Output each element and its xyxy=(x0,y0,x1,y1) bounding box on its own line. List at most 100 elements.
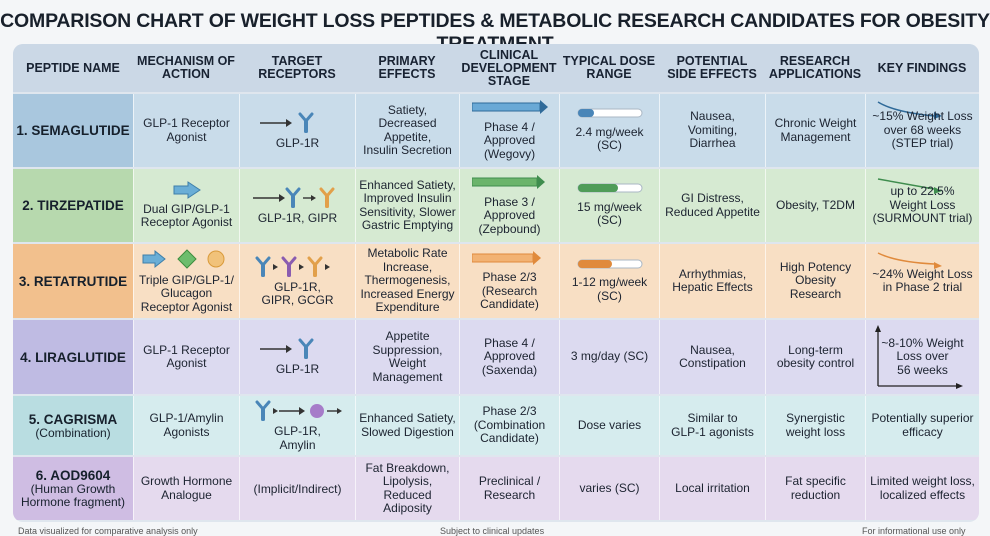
table-row: 4. LIRAGLUTIDE GLP-1 Receptor Agonist GLP-… xyxy=(13,320,979,394)
table-row: 6. AOD9604 (Human Growth Hormone fragment… xyxy=(13,457,979,520)
side-effects-text: Nausea, Vomiting, Diarrhea xyxy=(659,94,765,167)
dose-level-bar xyxy=(577,183,643,201)
side-effects-text: Arrhythmias, Hepatic Effects xyxy=(659,244,765,318)
dose-level-bar xyxy=(577,108,643,126)
header-dose-range: TYPICAL DOSE RANGE xyxy=(562,54,656,81)
peptide-name-cell: 1. SEMAGLUTIDE xyxy=(13,94,133,167)
receptors-cell: (Implicit/Indirect) xyxy=(239,457,355,520)
stage-text: Phase 2/3 (Research Candidate) xyxy=(480,270,539,311)
findings-text: ~8-10% Weight Loss over 56 weeks xyxy=(881,335,964,377)
findings-text: Limited weight loss, localized effects xyxy=(870,474,975,502)
footer-center: Subject to clinical updates xyxy=(440,526,545,536)
mechanism-text: Dual GIP/GLP-1 Receptor Agonist xyxy=(140,201,233,230)
receptors-cell: GLP-1R, GIPR, GCGR xyxy=(239,244,355,318)
dose-text: 15 mg/week (SC) xyxy=(577,199,642,228)
findings-text: Potentially superior efficacy xyxy=(871,411,974,439)
peptide-subtitle: (Human Growth Hormone fragment) xyxy=(20,482,126,509)
effects-text: Appetite Suppression, Weight Management xyxy=(355,320,459,394)
effects-text: Fat Breakdown, Lipolysis, Reduced Adipos… xyxy=(355,457,459,520)
mechanism-cell: GLP-1 Receptor Agonist xyxy=(133,320,239,394)
peptide-name: 4. LIRAGLUTIDE xyxy=(20,349,126,365)
receptors-cell: GLP-1R xyxy=(239,320,355,394)
stage-progress-arrow xyxy=(471,100,548,121)
stage-progress-arrow xyxy=(471,175,548,196)
peptide-name: 2. TIRZEPATIDE xyxy=(22,198,124,213)
dose-text: 1-12 mg/week (SC) xyxy=(571,275,648,303)
mechanism-cell: GLP-1 Receptor Agonist xyxy=(133,94,239,167)
receptor-icon xyxy=(258,337,338,361)
dose-cell: 1-12 mg/week (SC) xyxy=(559,244,659,318)
side-effects-text: Nausea, Constipation xyxy=(659,320,765,394)
stage-text: Phase 4 / Approved (Saxenda) xyxy=(481,335,538,377)
effects-text: Satiety, Decreased Appetite, Insulin Sec… xyxy=(355,94,459,167)
mechanism-cell: GLP-1/Amylin Agonists xyxy=(133,396,239,455)
peptide-name: 1. SEMAGLUTIDE xyxy=(16,123,130,138)
effects-text: Enhanced Satiety, Improved Insulin Sensi… xyxy=(355,169,459,242)
findings-cell: ~8-10% Weight Loss over 56 weeks xyxy=(865,320,979,394)
receptors-text: (Implicit/Indirect) xyxy=(253,481,342,496)
stage-cell: Phase 2/3 (Research Candidate) xyxy=(459,244,559,318)
stage-text: Preclinical / Research xyxy=(478,474,541,502)
side-effects-text: Local irritation xyxy=(659,457,765,520)
header-key-findings: KEY FINDINGS xyxy=(877,60,967,75)
findings-cell: Potentially superior efficacy xyxy=(865,396,979,455)
dose-cell: 2.4 mg/week (SC) xyxy=(559,94,659,167)
peptide-subtitle: (Combination) xyxy=(35,425,111,440)
findings-cell: ~15% Weight Loss over 68 weeks (STEP tri… xyxy=(865,94,979,167)
peptide-name: 6. AOD9604 xyxy=(35,468,111,483)
footer-right: For informational use only xyxy=(862,526,966,536)
header-research-applications: RESEARCH APPLICATIONS xyxy=(768,54,862,81)
findings-cell: up to 22.5% Weight Loss (SURMOUNT trial) xyxy=(865,169,979,242)
applications-text: Long-term obesity control xyxy=(765,320,865,394)
table-row: 1. SEMAGLUTIDE GLP-1 Receptor Agonist GLP-… xyxy=(13,94,979,167)
mechanism-cell: Growth Hormone Analogue xyxy=(133,457,239,520)
down-trend-icon xyxy=(874,173,946,201)
axes-icon xyxy=(874,324,964,394)
dose-cell: 3 mg/day (SC) xyxy=(559,320,659,394)
peptide-name: 5. CAGRISMA xyxy=(28,411,118,427)
findings-cell: ~24% Weight Loss in Phase 2 trial xyxy=(865,244,979,318)
stage-cell: Phase 4 / Approved (Saxenda) xyxy=(459,320,559,394)
header-peptide-name: PEPTIDE NAME xyxy=(26,60,120,75)
dose-cell: Dose varies xyxy=(559,396,659,455)
receptors-text: GLP-1R, GIPR, GCGR xyxy=(261,279,334,307)
receptors-cell: GLP-1R xyxy=(239,94,355,167)
receptors-text: GLP-1R, Amylin xyxy=(274,424,321,452)
footer-left: Data visualized for comparative analysis… xyxy=(18,526,198,536)
mechanism-text: GLP-1/Amylin Agonists xyxy=(149,411,224,439)
dose-level-bar xyxy=(577,259,643,277)
side-effects-text: Similar to GLP-1 agonists xyxy=(659,396,765,455)
mechanism-icon xyxy=(141,248,233,274)
dose-text: varies (SC) xyxy=(579,480,640,495)
table-row: 2. TIRZEPATIDE Dual GIP/GLP-1 Receptor Ag… xyxy=(13,169,979,242)
findings-text: up to 22.5% Weight Loss (SURMOUNT trial) xyxy=(872,184,973,226)
header-primary-effects: PRIMARY EFFECTS xyxy=(378,54,436,81)
stage-cell: Phase 4 / Approved (Wegovy) xyxy=(459,94,559,167)
receptors-text: GLP-1R xyxy=(275,135,320,150)
applications-text: Chronic Weight Management xyxy=(765,94,865,167)
peptide-name: 3. RETATRUTIDE xyxy=(18,273,128,289)
dose-text: 2.4 mg/week (SC) xyxy=(575,124,644,153)
receptor-icon xyxy=(252,186,343,210)
header-target-receptors: TARGET RECEPTORS xyxy=(258,54,336,81)
stage-text: Phase 2/3 (Combination Candidate) xyxy=(473,404,546,446)
header-side-effects: POTENTIAL SIDE EFFECTS xyxy=(667,54,757,81)
peptide-name-cell: 5. CAGRISMA (Combination) xyxy=(13,396,133,455)
side-effects-text: GI Distress, Reduced Appetite xyxy=(659,169,765,242)
mechanism-text: Triple GIP/GLP-1/ Glucagon Receptor Agon… xyxy=(139,272,234,314)
stage-cell: Preclinical / Research xyxy=(459,457,559,520)
table-row: 3. RETATRUTIDE Triple GIP/GLP-1/ Glucagon… xyxy=(13,244,979,318)
table-header: PEPTIDE NAME MECHANISM OF ACTION TARGET … xyxy=(13,44,979,92)
receptors-cell: GLP-1R, Amylin xyxy=(239,396,355,455)
dose-cell: 15 mg/week (SC) xyxy=(559,169,659,242)
dose-text: 3 mg/day (SC) xyxy=(570,349,649,364)
peptide-name-cell: 6. AOD9604 (Human Growth Hormone fragment… xyxy=(13,457,133,520)
down-trend-icon xyxy=(874,248,946,276)
mechanism-text: GLP-1 Receptor Agonist xyxy=(143,342,230,370)
applications-text: Obesity, T2DM xyxy=(765,169,865,242)
peptide-name-cell: 3. RETATRUTIDE xyxy=(13,244,133,318)
mechanism-text: Growth Hormone Analogue xyxy=(140,474,233,502)
mechanism-cell: Triple GIP/GLP-1/ Glucagon Receptor Agon… xyxy=(133,244,239,318)
mechanism-text: GLP-1 Receptor Agonist xyxy=(143,116,230,144)
receptor-icon xyxy=(258,111,338,135)
